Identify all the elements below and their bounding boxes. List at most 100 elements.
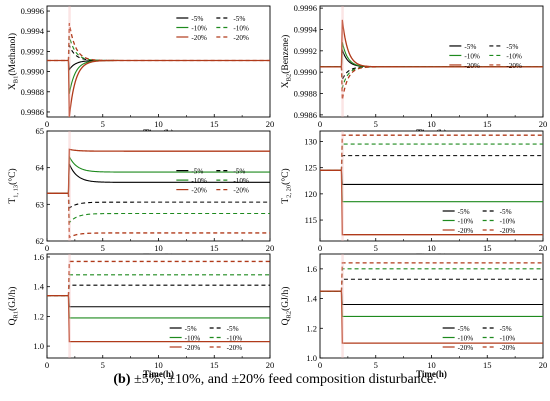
series-line-dashed-3 <box>47 260 270 297</box>
legend-label-dashed: -10% <box>233 24 249 32</box>
y-tick-label: 0.9988 <box>21 87 44 97</box>
legend-label-solid: -10% <box>458 334 474 342</box>
series-group <box>320 131 543 241</box>
disturbance-marker <box>68 131 71 241</box>
series-line-dashed-3 <box>47 192 270 239</box>
y-tick-label: 1.4 <box>306 294 317 304</box>
y-axis-label: T1, 13(°C) <box>7 168 20 203</box>
y-tick-label: 130 <box>304 136 317 146</box>
series-line-dashed-3 <box>320 66 543 101</box>
series-line-dashed-1 <box>47 192 270 210</box>
x-axis-label: Time(h) <box>143 369 174 379</box>
series-line-solid-1 <box>47 295 270 308</box>
plot-frame <box>46 130 271 242</box>
y-tick-label: 1.0 <box>33 341 44 351</box>
y-tick-label: 1.6 <box>33 252 44 262</box>
legend-label-solid: -10% <box>458 217 474 225</box>
series-line-dashed-1 <box>320 155 543 171</box>
y-tick-label: 125 <box>304 163 317 173</box>
x-tick-label: 5 <box>374 360 378 370</box>
disturbance-marker <box>68 254 71 358</box>
series-group <box>47 6 270 117</box>
x-tick-label: 15 <box>483 360 492 370</box>
x-tick-label: 10 <box>427 119 436 129</box>
y-tick-label: 62 <box>36 236 45 246</box>
legend-label-dashed: -20% <box>233 186 249 194</box>
series-line-dashed-1 <box>47 284 270 297</box>
x-tick-label: 15 <box>210 360 219 370</box>
legend: -5% -5%-10% -10%-20% -20% <box>442 325 516 352</box>
y-tick-label: 120 <box>304 189 317 199</box>
plot-frame <box>319 5 544 118</box>
legend-label-solid: -20% <box>458 227 474 235</box>
x-tick-label: 10 <box>427 243 436 253</box>
legend-label-solid: -10% <box>185 334 201 342</box>
x-tick-label: 0 <box>318 119 322 129</box>
x-tick-label: 10 <box>154 119 163 129</box>
series-line-dashed-3 <box>320 134 543 171</box>
disturbance-marker <box>341 254 344 358</box>
x-tick-label: 0 <box>45 119 49 129</box>
legend-label-dashed: -5% <box>227 325 239 333</box>
y-tick-label: 0.9990 <box>294 67 317 77</box>
legend-label-dashed: -10% <box>506 52 522 60</box>
caption-label: (b) <box>113 372 131 387</box>
x-tick-label: 20 <box>266 119 275 129</box>
legend-label-dashed: -20% <box>500 344 516 352</box>
legend-label-dashed: -5% <box>233 15 245 23</box>
x-tick-label: 20 <box>539 119 548 129</box>
x-tick-label: 5 <box>374 119 378 129</box>
y-tick-label: 0.9990 <box>21 67 44 77</box>
chart-t113: 0510152062636465Time(h)T1, 13(°C)-5%-5%-… <box>7 126 274 262</box>
chart-xb1: 0 5 10 15 20 0.9986 0.9988 0.9990 0.9992 0.9994 0.… <box>7 5 275 138</box>
y-tick-label: 1.4 <box>33 282 44 292</box>
legend-label-dashed: -20% <box>233 34 249 42</box>
x-axis-label: Time(h) <box>416 369 447 379</box>
x-tick-label: 15 <box>483 119 492 129</box>
legend-label-dashed: -20% <box>506 62 522 70</box>
x-tick-label: 5 <box>101 360 105 370</box>
legend-label-solid: -20% <box>464 62 480 70</box>
y-tick-label: 0.9994 <box>294 24 318 34</box>
x-tick-label: 20 <box>539 243 548 253</box>
series-line-solid-3 <box>47 294 270 343</box>
legend-label-solid: -20% <box>458 344 474 352</box>
legend-label-dashed: -5% <box>500 208 512 216</box>
plot-frame <box>319 130 544 242</box>
series-line-dashed-3 <box>47 23 270 62</box>
series-line-dashed-2 <box>320 143 543 171</box>
chart-t220: 05101520115120125130Time(h)T2, 20(°C)-5%… <box>280 130 548 262</box>
y-tick-label: 0.9992 <box>294 46 317 56</box>
y-tick-label: 0.9996 <box>21 6 44 16</box>
x-tick-label: 20 <box>266 360 275 370</box>
legend-label-dashed: -5% <box>500 325 512 333</box>
series-line-solid-3 <box>47 148 270 194</box>
series-line-solid-2 <box>47 154 270 194</box>
legend-label-dashed: -20% <box>227 344 243 352</box>
chart-xb2: 0 5 10 15 20 0.9986 0.9988 0.9990 0.9992 0.9994 0.… <box>280 3 547 138</box>
x-tick-label: 20 <box>539 360 548 370</box>
series-line-solid-2 <box>320 290 543 317</box>
x-tick-label: 0 <box>318 360 322 370</box>
caption-text: ±5%, ±10%, and ±20% feed composition dis… <box>130 372 437 387</box>
series-group <box>320 254 543 358</box>
y-axis-label: XB2(Benzene) <box>280 35 293 89</box>
series-line-solid-2 <box>320 169 543 203</box>
x-tick-label: 0 <box>318 243 322 253</box>
y-tick-label: 64 <box>36 163 45 173</box>
y-tick-label: 0.9986 <box>294 110 317 120</box>
series-group <box>47 131 270 241</box>
legend-label-solid: -5% <box>458 325 470 333</box>
x-tick-label: 20 <box>266 243 275 253</box>
series-group <box>320 6 543 117</box>
plot-frame <box>46 253 271 359</box>
series-line-solid-3 <box>320 169 543 236</box>
legend-label-solid: -5% <box>185 325 197 333</box>
legend-label-dashed: -20% <box>500 227 516 235</box>
y-tick-label: 0.9992 <box>21 46 44 56</box>
y-tick-label: 1.2 <box>306 323 317 333</box>
legend-label-solid: -20% <box>191 186 207 194</box>
